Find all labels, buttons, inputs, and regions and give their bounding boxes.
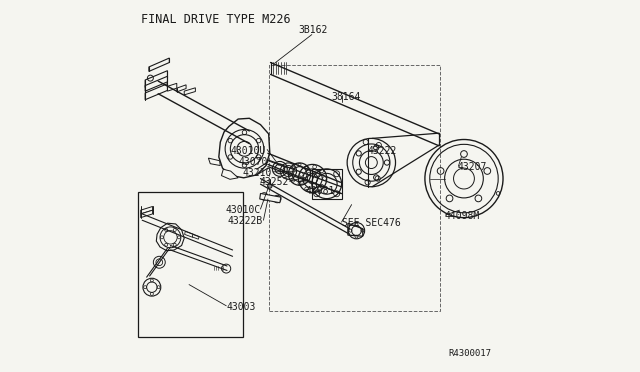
Bar bbox=[269, 65, 440, 311]
Polygon shape bbox=[260, 193, 281, 203]
Polygon shape bbox=[177, 85, 186, 92]
Text: 43081: 43081 bbox=[305, 186, 335, 196]
Polygon shape bbox=[156, 223, 184, 251]
Polygon shape bbox=[145, 76, 168, 91]
Polygon shape bbox=[145, 71, 168, 87]
Text: 43222B: 43222B bbox=[227, 217, 262, 226]
Polygon shape bbox=[184, 231, 193, 237]
Text: 3B162: 3B162 bbox=[298, 25, 327, 35]
Text: 43070: 43070 bbox=[239, 157, 268, 167]
Polygon shape bbox=[193, 234, 199, 239]
Polygon shape bbox=[168, 83, 177, 91]
Polygon shape bbox=[145, 84, 168, 100]
Text: 43207: 43207 bbox=[458, 163, 487, 172]
Text: 43010C: 43010C bbox=[225, 205, 260, 215]
Polygon shape bbox=[184, 88, 195, 95]
Circle shape bbox=[268, 184, 272, 188]
Polygon shape bbox=[219, 118, 270, 178]
Text: 38164: 38164 bbox=[332, 92, 361, 102]
Text: 43003: 43003 bbox=[227, 302, 255, 312]
Polygon shape bbox=[221, 169, 238, 179]
Text: 43252: 43252 bbox=[259, 177, 289, 187]
Text: 43010U: 43010U bbox=[231, 146, 266, 155]
Polygon shape bbox=[348, 223, 363, 236]
Text: 43222: 43222 bbox=[367, 146, 397, 155]
Text: 44098M: 44098M bbox=[445, 211, 480, 221]
Polygon shape bbox=[209, 158, 220, 166]
Text: R4300017: R4300017 bbox=[448, 349, 491, 358]
Bar bbox=[138, 192, 243, 337]
Polygon shape bbox=[141, 210, 152, 218]
Text: SEE SEC476: SEE SEC476 bbox=[342, 218, 401, 228]
Polygon shape bbox=[149, 58, 170, 71]
Text: 43210: 43210 bbox=[243, 168, 271, 178]
Polygon shape bbox=[141, 206, 152, 214]
Text: FINAL DRIVE TYPE M226: FINAL DRIVE TYPE M226 bbox=[141, 13, 291, 26]
